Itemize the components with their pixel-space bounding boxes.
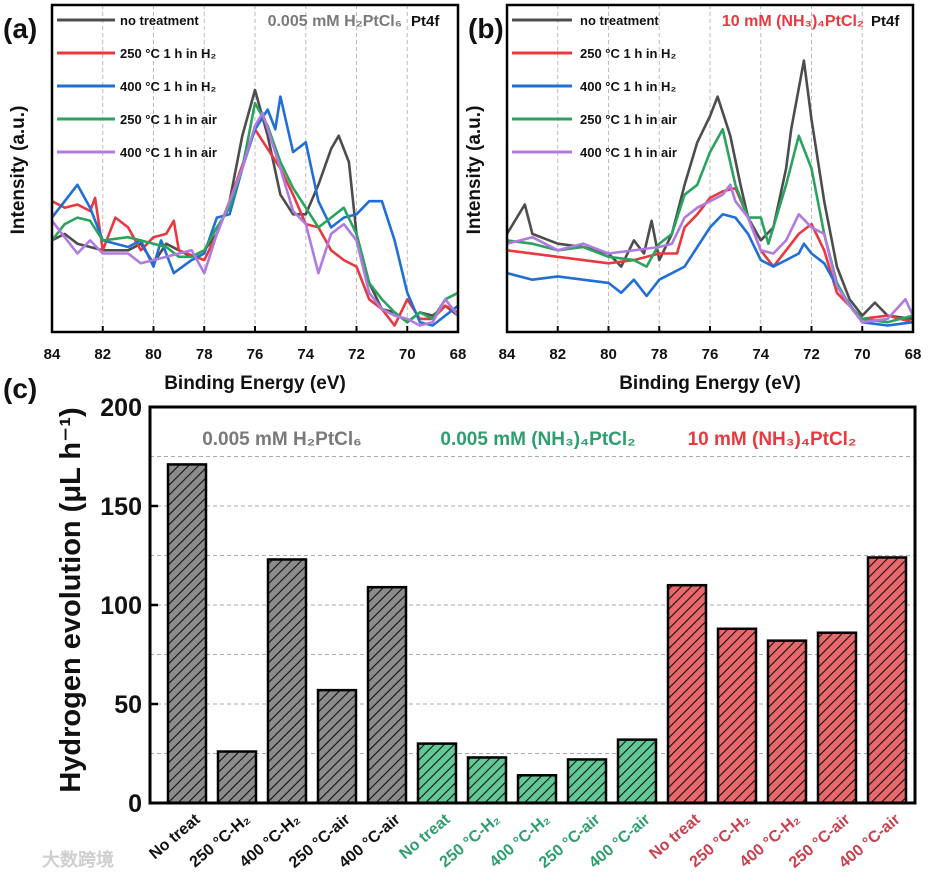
legend-label: 250 °C 1 h in air [580, 112, 677, 127]
y-tick-label: 150 [100, 493, 142, 521]
panel-label: (c) [3, 373, 37, 404]
annotation-pt4f: Pt4f [871, 13, 900, 30]
xps-panel-a: 84 82 80 78 76 74 72 70 68 no treatment 250 °C 1 h… [3, 3, 467, 394]
series-line [51, 88, 459, 324]
bar-hatch [466, 756, 508, 805]
x-tick-label: 80 [600, 346, 617, 363]
bar-hatch [516, 774, 558, 805]
chart-title: 10 mM (NH₃)₄PtCl₂ [722, 13, 864, 30]
series-line [51, 128, 459, 327]
x-tick-label: 70 [399, 346, 416, 363]
series-line [505, 59, 914, 321]
x-tick-label: 78 [651, 346, 668, 363]
series-line [506, 213, 914, 327]
bar-hatch [816, 631, 858, 805]
y-tick-label: 50 [114, 691, 142, 719]
group-title: 0.005 mM (NH₃)₄PtCl₂ [440, 429, 635, 450]
bar-hatch [766, 639, 808, 805]
bar-hatch [866, 556, 908, 805]
plot-frame [148, 405, 917, 805]
bar-hatch [716, 627, 758, 805]
bar-hatch [316, 688, 358, 805]
x-tick-label: 72 [803, 346, 820, 363]
panel-label: (a) [3, 13, 37, 44]
bar-hatch [616, 738, 658, 805]
legend-label: 400 °C 1 h in H₂ [120, 79, 216, 94]
x-tick-label: 78 [196, 346, 213, 363]
chart-title: 0.005 mM H₂PtCl₆ [268, 13, 402, 30]
bar-hatch [666, 583, 708, 805]
plot-frame [50, 3, 460, 334]
series-line [50, 101, 459, 324]
x-tick-label: 72 [348, 346, 365, 363]
x-tick-label: 84 [499, 346, 516, 363]
series-line [506, 183, 915, 324]
legend-label: 400 °C 1 h in H₂ [580, 79, 676, 94]
x-axis-label: Binding Energy (eV) [164, 373, 346, 394]
x-tick-label: 68 [450, 346, 467, 363]
group-title: 10 mM (NH₃)₄PtCl₂ [688, 429, 857, 450]
panel-label: (b) [468, 13, 504, 44]
x-tick-label: 74 [752, 346, 769, 363]
series-line [50, 95, 459, 327]
legend-label: 400 °C 1 h in air [580, 145, 677, 160]
bar-hatch [216, 750, 258, 805]
xps-panel-b: 84 82 80 78 76 74 72 70 68 no treatment 250 °C 1 h… [464, 3, 922, 394]
x-tick-label: 82 [549, 346, 566, 363]
x-tick-label: 82 [94, 346, 111, 363]
x-tick-label: 76 [247, 346, 264, 363]
legend-label: 250 °C 1 h in air [120, 112, 217, 127]
bar-hatch [366, 585, 408, 805]
x-tick-label: 76 [702, 346, 719, 363]
y-axis-label: Hydrogen evolution (μL h⁻¹) [55, 407, 87, 792]
x-tick-label: 68 [905, 346, 922, 363]
x-tick-label: 84 [44, 346, 61, 363]
bar-hatch [266, 558, 308, 805]
group-title: 0.005 mM H₂PtCl₆ [202, 429, 362, 450]
legend-label: no treatment [580, 13, 659, 28]
annotation-pt4f: Pt4f [411, 13, 440, 30]
legend-label: 250 °C 1 h in H₂ [120, 46, 216, 61]
y-tick-label: 200 [100, 394, 142, 422]
series-line [50, 111, 460, 327]
x-tick-label: 70 [854, 346, 871, 363]
x-axis-label: Binding Energy (eV) [619, 373, 801, 394]
x-tick-label: 74 [297, 346, 314, 363]
legend-label: 250 °C 1 h in H₂ [580, 46, 676, 61]
watermark-logo: 大数跨境 [42, 849, 114, 870]
bar-hatch [416, 742, 458, 805]
legend-label: no treatment [120, 13, 199, 28]
bar-hatch [166, 463, 208, 805]
y-axis-label: Intensity (a.u.) [464, 106, 485, 235]
x-tick-label: 80 [145, 346, 162, 363]
bar-hatch [566, 758, 608, 805]
y-axis-label: Intensity (a.u.) [8, 106, 29, 235]
plot-frame [505, 3, 915, 334]
legend-label: 400 °C 1 h in air [120, 145, 217, 160]
y-tick-label: 0 [128, 790, 142, 818]
y-tick-label: 100 [100, 592, 142, 620]
